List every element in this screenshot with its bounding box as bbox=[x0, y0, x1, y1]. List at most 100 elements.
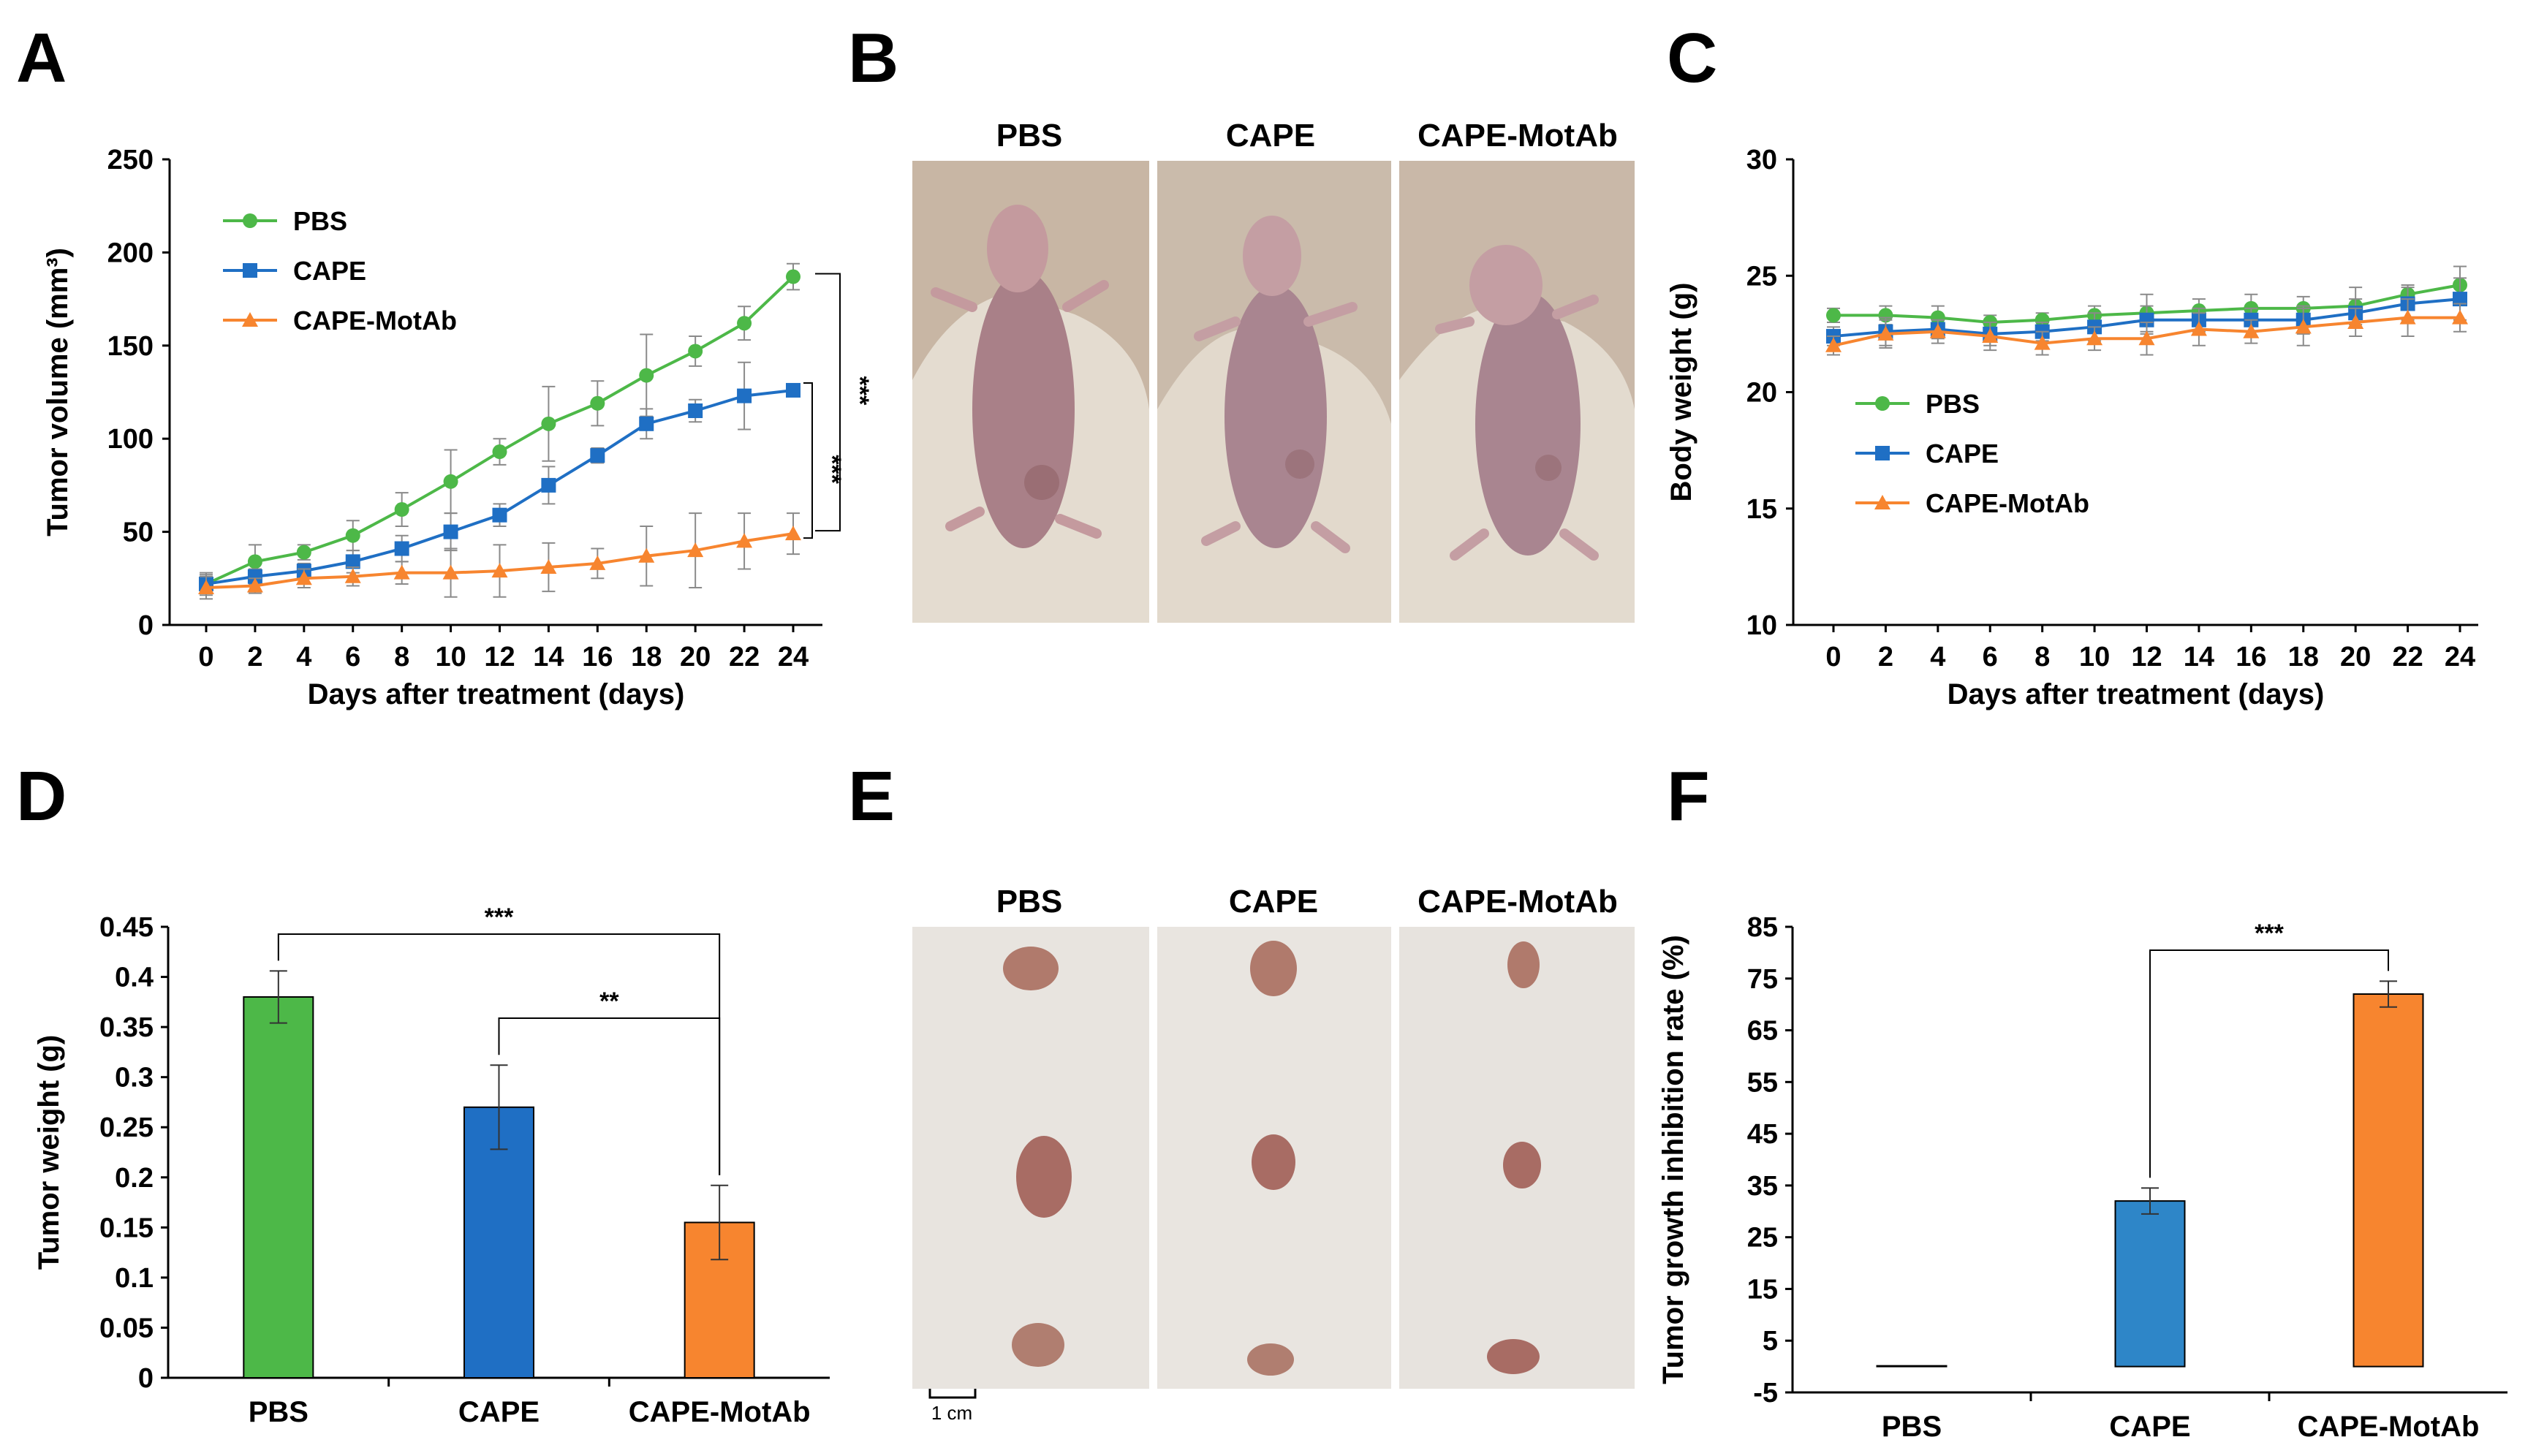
y-tick-label: 0.3 bbox=[115, 1063, 154, 1093]
panel-label-C: C bbox=[1667, 19, 1717, 97]
panel-label-E: E bbox=[848, 757, 895, 835]
x-tick-label: 22 bbox=[729, 642, 760, 672]
y-tick-label: 15 bbox=[1747, 1274, 1778, 1305]
data-point-cape-motab bbox=[442, 564, 459, 580]
chart-d-tumor-weight: 0 0.05 0.1 0.15 0.2 0.25 0.3 0.35 0.4 0.45 PBS CAPE… bbox=[33, 903, 830, 1428]
data-point-cape bbox=[2139, 312, 2154, 327]
y-tick-label: 0.45 bbox=[99, 912, 154, 943]
data-point-pbs bbox=[1826, 308, 1841, 323]
data-point-pbs bbox=[786, 269, 800, 284]
photo-b-label-pbs: PBS bbox=[996, 118, 1062, 153]
y-tick-label: 0 bbox=[138, 610, 154, 641]
data-point-cape bbox=[737, 388, 752, 403]
y-tick-label: 50 bbox=[123, 517, 154, 548]
data-point-pbs bbox=[296, 545, 311, 560]
legend-marker bbox=[243, 263, 257, 278]
y-tick-label: 0.2 bbox=[115, 1163, 154, 1194]
y-tick-label: 100 bbox=[107, 424, 154, 455]
mouse-photo-pbs bbox=[912, 161, 1149, 623]
data-point-cape bbox=[247, 569, 262, 584]
y-tick-label: 0.1 bbox=[115, 1263, 154, 1294]
legend-marker bbox=[1874, 495, 1890, 509]
y-tick-label: -5 bbox=[1753, 1378, 1778, 1408]
data-point-cape-motab bbox=[638, 547, 655, 563]
mouse-photo-cape-motab bbox=[1399, 161, 1635, 623]
data-point-cape-motab bbox=[1929, 323, 1946, 338]
legend-marker bbox=[1875, 396, 1890, 411]
x-tick-label: 2 bbox=[247, 642, 262, 672]
tumor-specimen bbox=[1250, 941, 1297, 996]
photo-panel-E: PBS CAPE CAPE-MotAb 1 cm bbox=[912, 884, 1635, 1424]
bar-pbs bbox=[1876, 1365, 1948, 1368]
x-tick-label: CAPE-MotAb bbox=[629, 1396, 811, 1428]
data-point-cape-motab bbox=[1877, 325, 1894, 341]
x-tick-label: 16 bbox=[582, 642, 613, 672]
y-tick-label: 35 bbox=[1747, 1171, 1778, 1202]
y-tick-label: 75 bbox=[1747, 964, 1778, 995]
data-point-cape bbox=[443, 524, 458, 539]
panel-label-D: D bbox=[16, 757, 67, 835]
y-tick-label: 65 bbox=[1747, 1016, 1778, 1047]
data-point-cape-motab bbox=[246, 577, 263, 593]
photo-e-label-pbs: PBS bbox=[996, 884, 1062, 920]
legend-marker bbox=[242, 312, 258, 327]
data-point-pbs bbox=[443, 474, 458, 489]
x-tick-label: 10 bbox=[2079, 642, 2110, 672]
x-axis-title: Days after treatment (days) bbox=[308, 678, 685, 710]
x-tick-label: 12 bbox=[2131, 642, 2162, 672]
tumor-specimen bbox=[1016, 1136, 1072, 1218]
x-tick-label: 0 bbox=[1825, 642, 1841, 672]
panel-label-B: B bbox=[848, 19, 898, 97]
photo-panel-B: PBS CAPE CAPE-MotAb bbox=[912, 118, 1635, 623]
scale-bar bbox=[928, 1389, 977, 1399]
significance-label: *** bbox=[818, 455, 846, 484]
tumor-specimen bbox=[1503, 1142, 1541, 1188]
x-tick-label: PBS bbox=[249, 1396, 309, 1428]
significance-label: *** bbox=[2255, 920, 2284, 947]
data-point-cape-motab bbox=[2086, 330, 2103, 346]
data-point-pbs bbox=[1878, 308, 1893, 323]
data-point-cape-motab bbox=[2034, 335, 2051, 350]
tumor-specimen bbox=[1003, 947, 1059, 990]
y-tick-label: 0.05 bbox=[99, 1313, 154, 1343]
y-tick-label: 30 bbox=[1746, 145, 1777, 175]
data-point-cape-motab bbox=[344, 568, 361, 583]
panel-label-A: A bbox=[16, 19, 67, 97]
data-point-cape-motab bbox=[2347, 314, 2364, 329]
legend-label: PBS bbox=[1926, 389, 1980, 419]
significance-bracket bbox=[498, 1017, 721, 1175]
bar-cape-motab bbox=[2353, 993, 2424, 1368]
x-tick-label: 20 bbox=[680, 642, 711, 672]
y-tick-label: 5 bbox=[1763, 1326, 1778, 1357]
x-tick-label: 10 bbox=[435, 642, 466, 672]
data-point-cape bbox=[786, 382, 800, 398]
data-point-cape-motab bbox=[2452, 309, 2468, 325]
data-point-cape-motab bbox=[540, 559, 557, 575]
panel-label-F: F bbox=[1667, 757, 1710, 835]
data-point-pbs bbox=[1930, 310, 1945, 325]
data-point-pbs bbox=[247, 554, 262, 569]
x-tick-label: PBS bbox=[1882, 1411, 1942, 1443]
data-point-pbs bbox=[639, 368, 654, 383]
x-tick-label: 6 bbox=[345, 642, 360, 672]
x-tick-label: 14 bbox=[2184, 642, 2214, 672]
legend-label: CAPE-MotAb bbox=[1926, 488, 2089, 518]
data-point-cape-motab bbox=[2138, 330, 2155, 346]
data-point-cape-motab bbox=[736, 533, 753, 548]
x-tick-label: 16 bbox=[2236, 642, 2266, 672]
x-axis-title: Days after treatment (days) bbox=[1948, 678, 2325, 710]
significance-bracket bbox=[2149, 949, 2389, 1178]
x-tick-label: CAPE-MotAb bbox=[2298, 1411, 2480, 1443]
y-tick-label: 200 bbox=[107, 238, 154, 268]
y-tick-label: 0.4 bbox=[115, 963, 154, 993]
data-point-cape bbox=[394, 541, 409, 556]
tumor-specimen bbox=[1507, 941, 1540, 988]
data-point-pbs bbox=[737, 316, 752, 331]
data-point-cape bbox=[688, 403, 703, 418]
data-point-cape-motab bbox=[2295, 319, 2312, 334]
data-point-cape bbox=[345, 554, 360, 569]
x-tick-label: 2 bbox=[1878, 642, 1893, 672]
x-tick-label: 18 bbox=[631, 642, 662, 672]
